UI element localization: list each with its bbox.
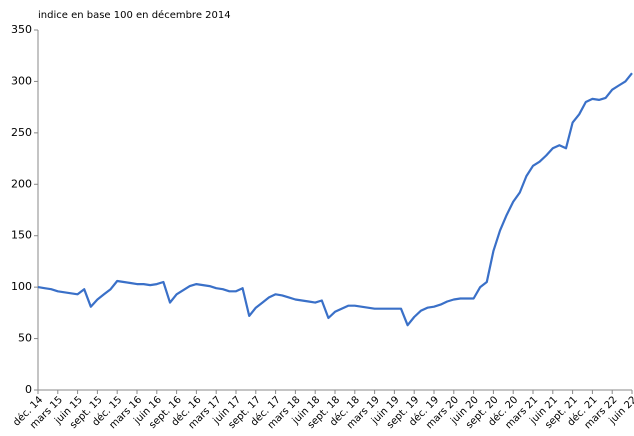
- y-tick-label: 250: [11, 126, 32, 139]
- series-line: [37, 72, 633, 327]
- y-tick-label: 0: [25, 383, 32, 396]
- y-tick-label: 100: [11, 280, 32, 293]
- y-tick-label: 350: [11, 23, 32, 36]
- y-tick-label: 200: [11, 177, 32, 190]
- y-tick-label: 50: [18, 332, 32, 345]
- chart-title: indice en base 100 en décembre 2014: [38, 9, 231, 21]
- y-tick-label: 300: [11, 74, 32, 87]
- y-tick-label: 150: [11, 229, 32, 242]
